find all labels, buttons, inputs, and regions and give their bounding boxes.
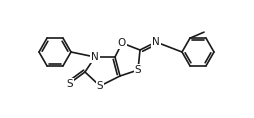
Text: N: N (152, 37, 159, 47)
Text: S: S (96, 81, 103, 91)
Text: S: S (67, 79, 73, 89)
Text: S: S (134, 65, 141, 75)
Text: N: N (91, 52, 99, 62)
Text: O: O (117, 38, 126, 48)
